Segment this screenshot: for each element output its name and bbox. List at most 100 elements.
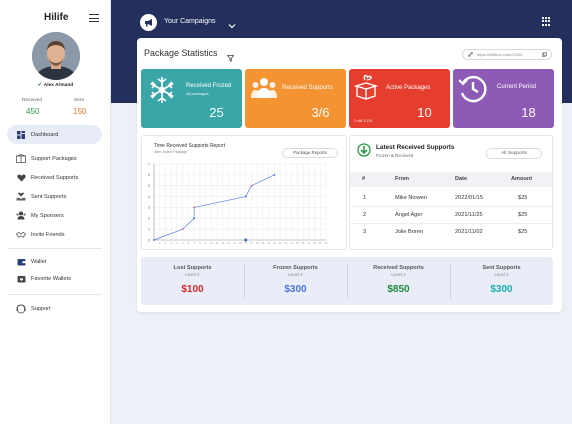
table-row[interactable]: 2 Angel Ager 2021/11/25 $25 xyxy=(350,207,552,224)
total-value: $300 xyxy=(490,284,513,295)
package-reports-button[interactable]: Package Reports xyxy=(282,148,338,158)
row-amount: $25 xyxy=(518,195,528,201)
filter-icon[interactable] xyxy=(226,49,235,67)
sidebar-item-label: Support Packages xyxy=(31,155,77,162)
sidebar-divider xyxy=(7,248,102,249)
row-date: 2022/01/15 xyxy=(455,195,483,201)
table-row[interactable]: 3 Jolie Boren 2021/11/02 $25 xyxy=(350,224,552,241)
received-supports-card[interactable]: Received Supports 3/6 xyxy=(245,69,346,128)
series-line xyxy=(194,196,246,208)
chart-subtitle: After Active Package xyxy=(154,150,188,154)
y-tick-label: 4 xyxy=(148,195,150,199)
hamburger-menu-icon[interactable] xyxy=(89,14,99,22)
package-statistics-panel: Package Statistics https://hilifeco.com/… xyxy=(137,38,562,312)
campaigns-dropdown[interactable]: Your Campaigns xyxy=(164,18,216,25)
total-label: Lost Supports xyxy=(173,265,212,271)
data-point xyxy=(193,217,196,220)
sent-supports-total: Sent Supports Level 2 $300 xyxy=(450,257,553,305)
card-footnote: 2 still 1/125 xyxy=(354,119,373,123)
sidebar-item-wallet[interactable]: Wallet xyxy=(7,252,102,271)
y-tick-label: 5 xyxy=(148,184,150,188)
sidebar-divider xyxy=(7,294,102,295)
sidebar-item-label: My Sponsers xyxy=(31,212,64,219)
referral-url-field[interactable]: https://hilifeco.com/22345 xyxy=(462,49,552,60)
sidebar-item-sent-supports[interactable]: Sent Supports xyxy=(7,187,102,206)
row-date: 2021/11/25 xyxy=(455,212,483,218)
brand-logo[interactable]: Hilife xyxy=(44,12,69,23)
data-point xyxy=(244,195,247,198)
avatar[interactable] xyxy=(32,32,80,80)
y-tick-label: 3 xyxy=(148,206,150,210)
row-from: Mike Niowen xyxy=(395,195,428,201)
card-label: Active Packages xyxy=(386,85,431,91)
divider xyxy=(347,265,348,299)
heart-icon xyxy=(16,173,26,183)
all-supports-button[interactable]: All Supports xyxy=(486,148,542,159)
series-line xyxy=(245,185,252,197)
data-point xyxy=(153,239,155,241)
x-tick-label: 15 xyxy=(239,242,242,245)
table-row[interactable]: 1 Mike Niowen 2022/01/15 $25 xyxy=(350,190,552,207)
row-amount: $25 xyxy=(518,212,528,218)
row-index: 1 xyxy=(363,195,367,201)
x-tick-label: 25 xyxy=(296,242,299,245)
current-period-card[interactable]: Current Period 18 xyxy=(453,69,554,128)
sidebar-item-label: Support xyxy=(31,305,51,312)
x-tick-label: 16 xyxy=(244,242,247,245)
sidebar-item-dashboard[interactable]: Dashboard xyxy=(7,125,102,144)
sidebar-item-my-sponsers[interactable]: My Sponsers xyxy=(7,206,102,225)
apps-grid-icon[interactable] xyxy=(542,17,551,26)
total-level: Level 2 xyxy=(391,272,406,277)
sidebar-item-received-supports[interactable]: Received Supports xyxy=(7,168,102,187)
data-point xyxy=(273,173,276,176)
megaphone-icon[interactable] xyxy=(140,14,157,31)
total-level: Level 2 xyxy=(185,272,200,277)
x-tick-label: 19 xyxy=(262,242,265,245)
snowflake-icon xyxy=(147,75,177,110)
handshake-icon xyxy=(16,230,26,240)
data-point xyxy=(181,228,184,231)
x-tick-label: 22 xyxy=(279,242,282,245)
x-tick-label: 23 xyxy=(285,242,288,245)
y-tick-label: 6 xyxy=(148,173,150,177)
total-level: Level 2 xyxy=(494,272,509,277)
active-packages-card[interactable]: Active Packages 10 2 still 1/125 xyxy=(349,69,450,128)
card-value: 10 xyxy=(417,105,432,120)
received-frozed-card[interactable]: Received Frozed All packages 25 xyxy=(141,69,242,128)
received-supports-total: Received Supports Level 2 $850 xyxy=(347,257,450,305)
x-tick-label: 29 xyxy=(319,242,322,245)
x-tick-label: 12 xyxy=(221,242,224,245)
column-header: # xyxy=(362,176,366,182)
sidebar-item-invite-friends[interactable]: Invite Friends xyxy=(7,225,102,244)
card-value: 18 xyxy=(521,105,536,120)
total-value: $850 xyxy=(387,284,410,295)
sidebar-item-support-packages[interactable]: Support Packages xyxy=(7,149,102,168)
package-icon xyxy=(16,154,26,164)
divider xyxy=(450,265,451,299)
totals-summary: Lost Supports Level 2 $100 Frozen Suppor… xyxy=(141,257,553,305)
column-header: From xyxy=(395,176,409,182)
sidebar-item-label: Invite Friends xyxy=(31,231,65,238)
sent-label: Sent xyxy=(74,98,84,103)
divider xyxy=(244,265,245,299)
sidebar-item-favorite-wallets[interactable]: Favorite Wallets xyxy=(7,269,102,288)
series-line xyxy=(153,228,183,241)
copy-icon[interactable] xyxy=(542,51,547,58)
x-tick-label: 13 xyxy=(227,242,230,245)
x-tick-label: 9 xyxy=(205,242,207,245)
x-tick-label: 2 xyxy=(165,242,167,245)
wallet-icon xyxy=(16,257,26,267)
x-tick-label: 28 xyxy=(313,242,316,245)
row-date: 2021/11/02 xyxy=(455,229,483,235)
x-tick-label: 10 xyxy=(210,242,213,245)
y-tick-label: 1 xyxy=(148,227,150,231)
card-label: Current Period xyxy=(497,84,537,90)
x-tick-label: 14 xyxy=(233,242,236,245)
user-name-text: Alex Armand xyxy=(43,83,74,88)
x-tick-label: 27 xyxy=(307,242,310,245)
total-label: Sent Supports xyxy=(482,265,521,271)
chevron-down-icon[interactable] xyxy=(228,17,236,35)
user-name: ✔ Alex Armand xyxy=(0,83,111,88)
sidebar-item-support[interactable]: Support xyxy=(7,299,102,318)
x-tick-label: 8 xyxy=(199,242,201,245)
